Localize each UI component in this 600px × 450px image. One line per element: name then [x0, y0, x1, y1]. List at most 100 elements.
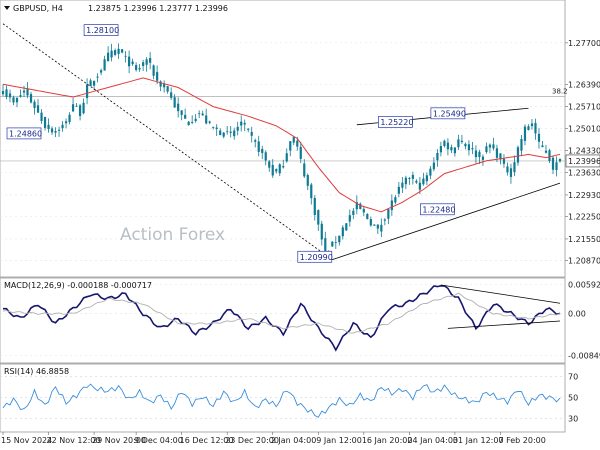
- candle-body: [184, 114, 187, 119]
- candle-body: [481, 156, 485, 160]
- candle-body: [303, 163, 306, 177]
- candle-body: [537, 133, 541, 142]
- candle-body: [478, 151, 481, 158]
- candle-body: [355, 202, 358, 210]
- moving-average: [2, 77, 561, 213]
- price-tick-label: 1.26390: [568, 81, 600, 90]
- candle-body: [243, 122, 246, 125]
- candle-body: [555, 162, 558, 170]
- candle-body: [548, 150, 551, 162]
- price-label-box: [83, 24, 119, 36]
- last-price-value: 1.23996: [568, 157, 600, 166]
- price-tick-label: 1.22930: [568, 191, 600, 200]
- candle-body: [457, 139, 460, 148]
- x-tick-label: 9 Dec 04:00: [134, 436, 183, 445]
- candle-body: [110, 50, 113, 58]
- moving-average-line: [2, 77, 561, 213]
- candle-body: [173, 97, 176, 108]
- candle-body: [131, 61, 134, 65]
- rsi-y-axis: 70 50 30: [568, 372, 578, 423]
- candle-body: [509, 168, 513, 177]
- x-tick-label: 16 Dec 12:00: [180, 436, 234, 445]
- price-label-text: 1.25220: [380, 118, 413, 127]
- candle-body: [117, 48, 120, 54]
- candle-body: [387, 209, 390, 219]
- candle-body: [12, 97, 15, 103]
- price-label-text: 1.25490: [433, 109, 466, 118]
- candle-body: [22, 90, 26, 93]
- candle-body: [523, 126, 527, 141]
- macd-line: [3, 284, 561, 352]
- macd-tick-label: 0.005921: [568, 280, 600, 289]
- candle-body: [369, 219, 372, 226]
- candle-body: [89, 80, 92, 87]
- candle-body: [254, 140, 257, 142]
- candle-body: [467, 144, 471, 151]
- price-label-box: [430, 107, 466, 120]
- candle-body: [425, 175, 428, 182]
- candle-body: [222, 132, 225, 137]
- candle-body: [506, 166, 509, 173]
- candle-body: [82, 102, 85, 114]
- candle-body: [383, 219, 386, 221]
- candle-body: [145, 59, 148, 65]
- price-label-text: 1.24860: [9, 129, 42, 138]
- candle-body: [345, 223, 348, 231]
- candle-body: [240, 121, 243, 126]
- candle-body: [128, 56, 131, 67]
- candle-body: [415, 180, 418, 183]
- candle-body: [47, 124, 50, 129]
- candle-body: [502, 158, 506, 164]
- price-level-labels: 1.28100 1.24860 1.25220 1.25490 1.22480 1.209…: [6, 24, 466, 263]
- candle-body: [373, 224, 376, 226]
- candle-body: [401, 182, 404, 188]
- candle-body: [516, 147, 520, 163]
- candle-body: [191, 121, 194, 123]
- candle-body: [96, 76, 99, 78]
- candle-body: [264, 152, 267, 161]
- candle-body: [306, 175, 309, 186]
- candle-body: [492, 144, 495, 149]
- macd-gridlines: [0, 284, 565, 356]
- macd-trendline: [440, 284, 561, 304]
- candle-body: [551, 157, 555, 170]
- candle-body: [152, 65, 155, 76]
- candle-body: [124, 55, 127, 57]
- candle-body: [1, 91, 5, 95]
- candle-body: [194, 118, 197, 122]
- candle-body: [247, 128, 250, 130]
- candle-body: [54, 130, 57, 133]
- candle-body: [485, 146, 488, 153]
- candle-body: [215, 127, 218, 129]
- candle-body: [78, 105, 82, 116]
- trendline: [2, 23, 333, 260]
- price-label-text: 1.28100: [86, 26, 119, 35]
- candle-body: [57, 129, 61, 131]
- candle-body: [380, 224, 383, 232]
- x-tick-label: 15 Nov 2024: [1, 436, 52, 445]
- candle-body: [292, 137, 295, 143]
- candle-body: [275, 169, 278, 172]
- candle-body: [534, 122, 537, 134]
- candle-body: [411, 174, 414, 179]
- candle-body: [439, 145, 442, 153]
- candle-body: [61, 124, 64, 129]
- candle-body: [229, 131, 232, 133]
- macd-series: [2, 284, 561, 352]
- candle-body: [341, 227, 344, 237]
- candle-body: [520, 138, 523, 151]
- candle-body: [121, 49, 124, 53]
- rsi-tick-label: 50: [568, 393, 578, 402]
- candle-body: [278, 164, 281, 174]
- price-label-box: [297, 250, 333, 263]
- macd-trendlines: [440, 284, 561, 329]
- price-label-text: 1.22480: [422, 205, 455, 214]
- candle-body: [5, 89, 8, 97]
- candle-body: [15, 97, 19, 103]
- candle-body: [376, 224, 379, 229]
- x-tick-label: 31 Jan 12:00: [453, 436, 504, 445]
- price-label-text: 1.20990: [300, 253, 333, 262]
- price-y-axis: 1.27700 1.26390 1.25710 1.25010 1.24330 1.236…: [565, 39, 600, 266]
- chart-ohlc: 1.23875 1.23996 1.23777 1.23996: [88, 4, 228, 13]
- candle-body: [366, 213, 369, 220]
